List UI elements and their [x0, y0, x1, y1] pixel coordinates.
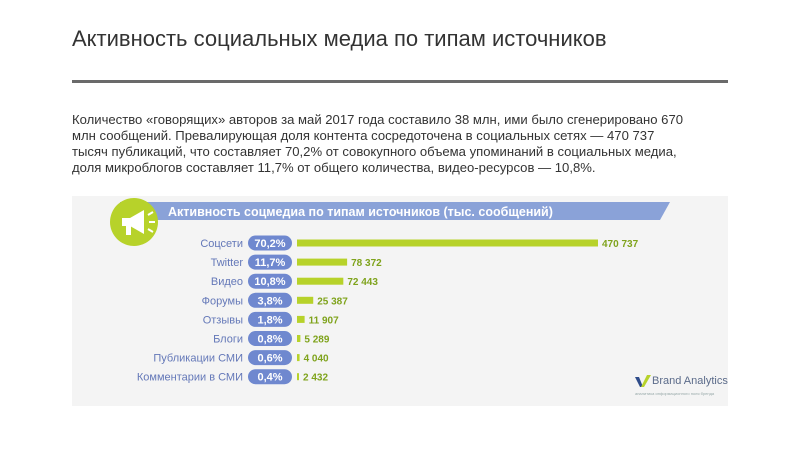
- megaphone-icon-horn: [122, 210, 144, 234]
- value-label: 11 907: [309, 315, 339, 326]
- title-divider: [72, 80, 728, 83]
- value-label: 2 432: [303, 373, 328, 384]
- category-label: Публикации СМИ: [153, 353, 243, 365]
- share-label: 11,7%: [255, 257, 286, 269]
- share-label: 0,6%: [257, 353, 282, 365]
- category-label: Twitter: [211, 257, 244, 269]
- share-label: 70,2%: [254, 238, 285, 250]
- value-label: 470 737: [602, 239, 639, 250]
- slide-body-text: Количество «говорящих» авторов за май 20…: [72, 112, 684, 175]
- category-label: Видео: [211, 276, 243, 288]
- megaphone-icon-wave-bottom: [147, 228, 154, 233]
- share-label: 10,8%: [254, 276, 285, 288]
- chart-rows: Соцсети 70,2% 470 737 Twitter 11,7% 78 372 Вид…: [137, 235, 639, 385]
- chart-title: Активность соцмедиа по типам источников …: [168, 205, 553, 219]
- value-bar: [297, 258, 348, 266]
- value-bar: [297, 354, 300, 362]
- brand-logo-right-stroke: [641, 375, 651, 387]
- share-pill: [248, 235, 292, 251]
- category-label: Соцсети: [200, 238, 243, 250]
- share-label: 0,8%: [257, 334, 282, 346]
- value-label: 72 443: [347, 277, 378, 288]
- value-bar: [297, 373, 299, 381]
- value-label: 25 387: [317, 296, 348, 307]
- value-bar: [297, 239, 598, 247]
- value-bar: [297, 335, 301, 342]
- value-bar: [297, 277, 344, 285]
- value-bar: [297, 315, 305, 323]
- share-pill: [248, 350, 292, 366]
- megaphone-icon-handle: [126, 226, 131, 235]
- category-label: Форумы: [202, 295, 243, 307]
- brand-name: Brand Analytics: [652, 375, 728, 387]
- brand-tagline: аналитика информационного поля бренда: [635, 391, 715, 396]
- bar-chart: Активность соцмедиа по типам источников …: [110, 198, 670, 385]
- chart-title-banner: [120, 202, 670, 220]
- share-pill: [248, 292, 292, 308]
- share-pill: [248, 369, 292, 385]
- share-label: 1,8%: [257, 314, 282, 326]
- value-label: 5 289: [304, 335, 329, 346]
- megaphone-icon: [110, 198, 158, 246]
- share-label: 0,4%: [257, 372, 282, 384]
- slide-title: Активность социальных медиа по типам ист…: [72, 26, 607, 51]
- value-label: 4 040: [304, 354, 329, 365]
- brand-logo-left-stroke: [635, 377, 643, 387]
- category-label: Отзывы: [203, 314, 243, 326]
- brand-analytics-logo: Brand Analytics аналитика информационног…: [635, 374, 728, 400]
- share-pill: [248, 254, 292, 270]
- share-label: 3,8%: [257, 295, 282, 307]
- category-label: Блоги: [213, 334, 243, 346]
- megaphone-icon-wave-top: [147, 211, 154, 216]
- infographic-panel: Активность соцмедиа по типам источников …: [72, 196, 728, 406]
- share-pill: [248, 311, 292, 327]
- share-pill: [248, 273, 292, 289]
- share-pill: [248, 331, 292, 346]
- category-label: Комментарии в СМИ: [137, 372, 243, 384]
- value-bar: [297, 296, 314, 304]
- brand-logo-mark: [635, 375, 651, 387]
- value-label: 78 372: [351, 258, 382, 269]
